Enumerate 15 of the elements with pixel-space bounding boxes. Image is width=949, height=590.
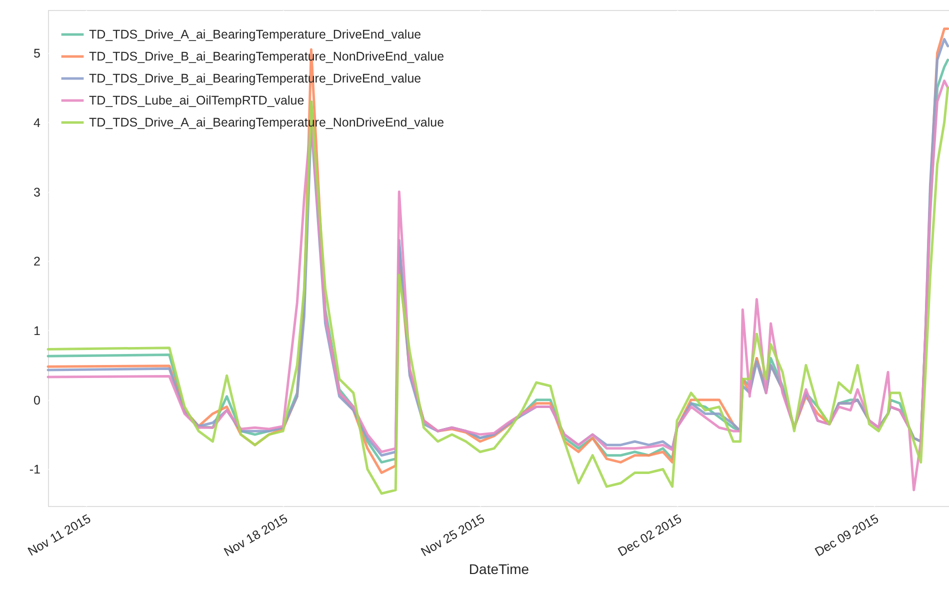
x-tick-label: Nov 25 2015 <box>418 512 488 560</box>
y-tick-label: 2 <box>34 254 41 269</box>
legend-label: TD_TDS_Drive_A_ai_BearingTemperature_DriveEnd_value <box>89 28 422 42</box>
y-tick-label: 1 <box>34 324 41 338</box>
y-tick-label: 4 <box>34 116 41 130</box>
x-tick-label: Nov 11 2015 <box>26 512 94 559</box>
y-tick-label: -1 <box>29 462 41 477</box>
y-tick-label: 5 <box>34 46 41 61</box>
y-tick-label: 0 <box>34 393 41 408</box>
x-axis-title: DateTime <box>468 560 530 577</box>
y-tick-label: 3 <box>34 185 41 200</box>
x-tick-label: Dec 02 2015 <box>616 512 684 560</box>
legend-label: TD_TDS_Lube_ai_OilTempRTD_value <box>89 94 304 108</box>
x-tick-label: Dec 09 2015 <box>812 512 882 560</box>
x-tick-label: Nov 18 2015 <box>222 512 290 560</box>
